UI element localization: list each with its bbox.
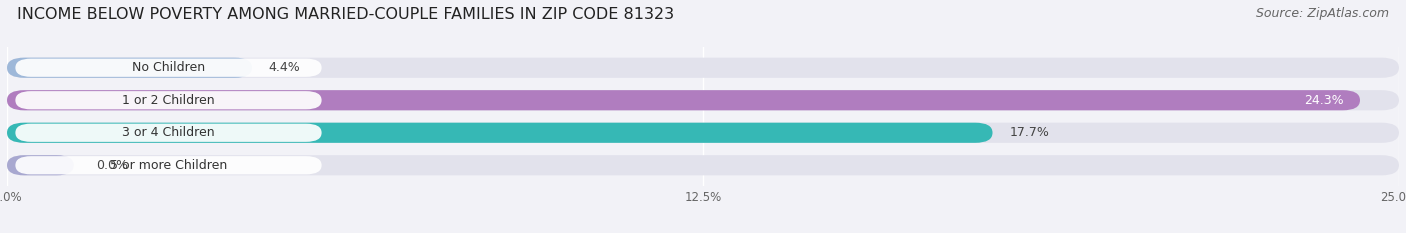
Text: 5 or more Children: 5 or more Children — [110, 159, 228, 172]
Text: 0.0%: 0.0% — [96, 159, 128, 172]
FancyBboxPatch shape — [7, 123, 1399, 143]
Text: 24.3%: 24.3% — [1303, 94, 1343, 107]
FancyBboxPatch shape — [15, 91, 322, 109]
FancyBboxPatch shape — [7, 58, 1399, 78]
Text: 17.7%: 17.7% — [1010, 126, 1049, 139]
FancyBboxPatch shape — [7, 58, 252, 78]
Text: 3 or 4 Children: 3 or 4 Children — [122, 126, 215, 139]
FancyBboxPatch shape — [15, 59, 322, 77]
Text: INCOME BELOW POVERTY AMONG MARRIED-COUPLE FAMILIES IN ZIP CODE 81323: INCOME BELOW POVERTY AMONG MARRIED-COUPL… — [17, 7, 673, 22]
FancyBboxPatch shape — [7, 155, 1399, 175]
FancyBboxPatch shape — [7, 123, 993, 143]
Text: No Children: No Children — [132, 61, 205, 74]
Text: Source: ZipAtlas.com: Source: ZipAtlas.com — [1256, 7, 1389, 20]
FancyBboxPatch shape — [7, 90, 1360, 110]
FancyBboxPatch shape — [7, 155, 75, 175]
Text: 4.4%: 4.4% — [269, 61, 301, 74]
FancyBboxPatch shape — [15, 124, 322, 142]
Text: 1 or 2 Children: 1 or 2 Children — [122, 94, 215, 107]
FancyBboxPatch shape — [7, 90, 1399, 110]
FancyBboxPatch shape — [15, 156, 322, 174]
